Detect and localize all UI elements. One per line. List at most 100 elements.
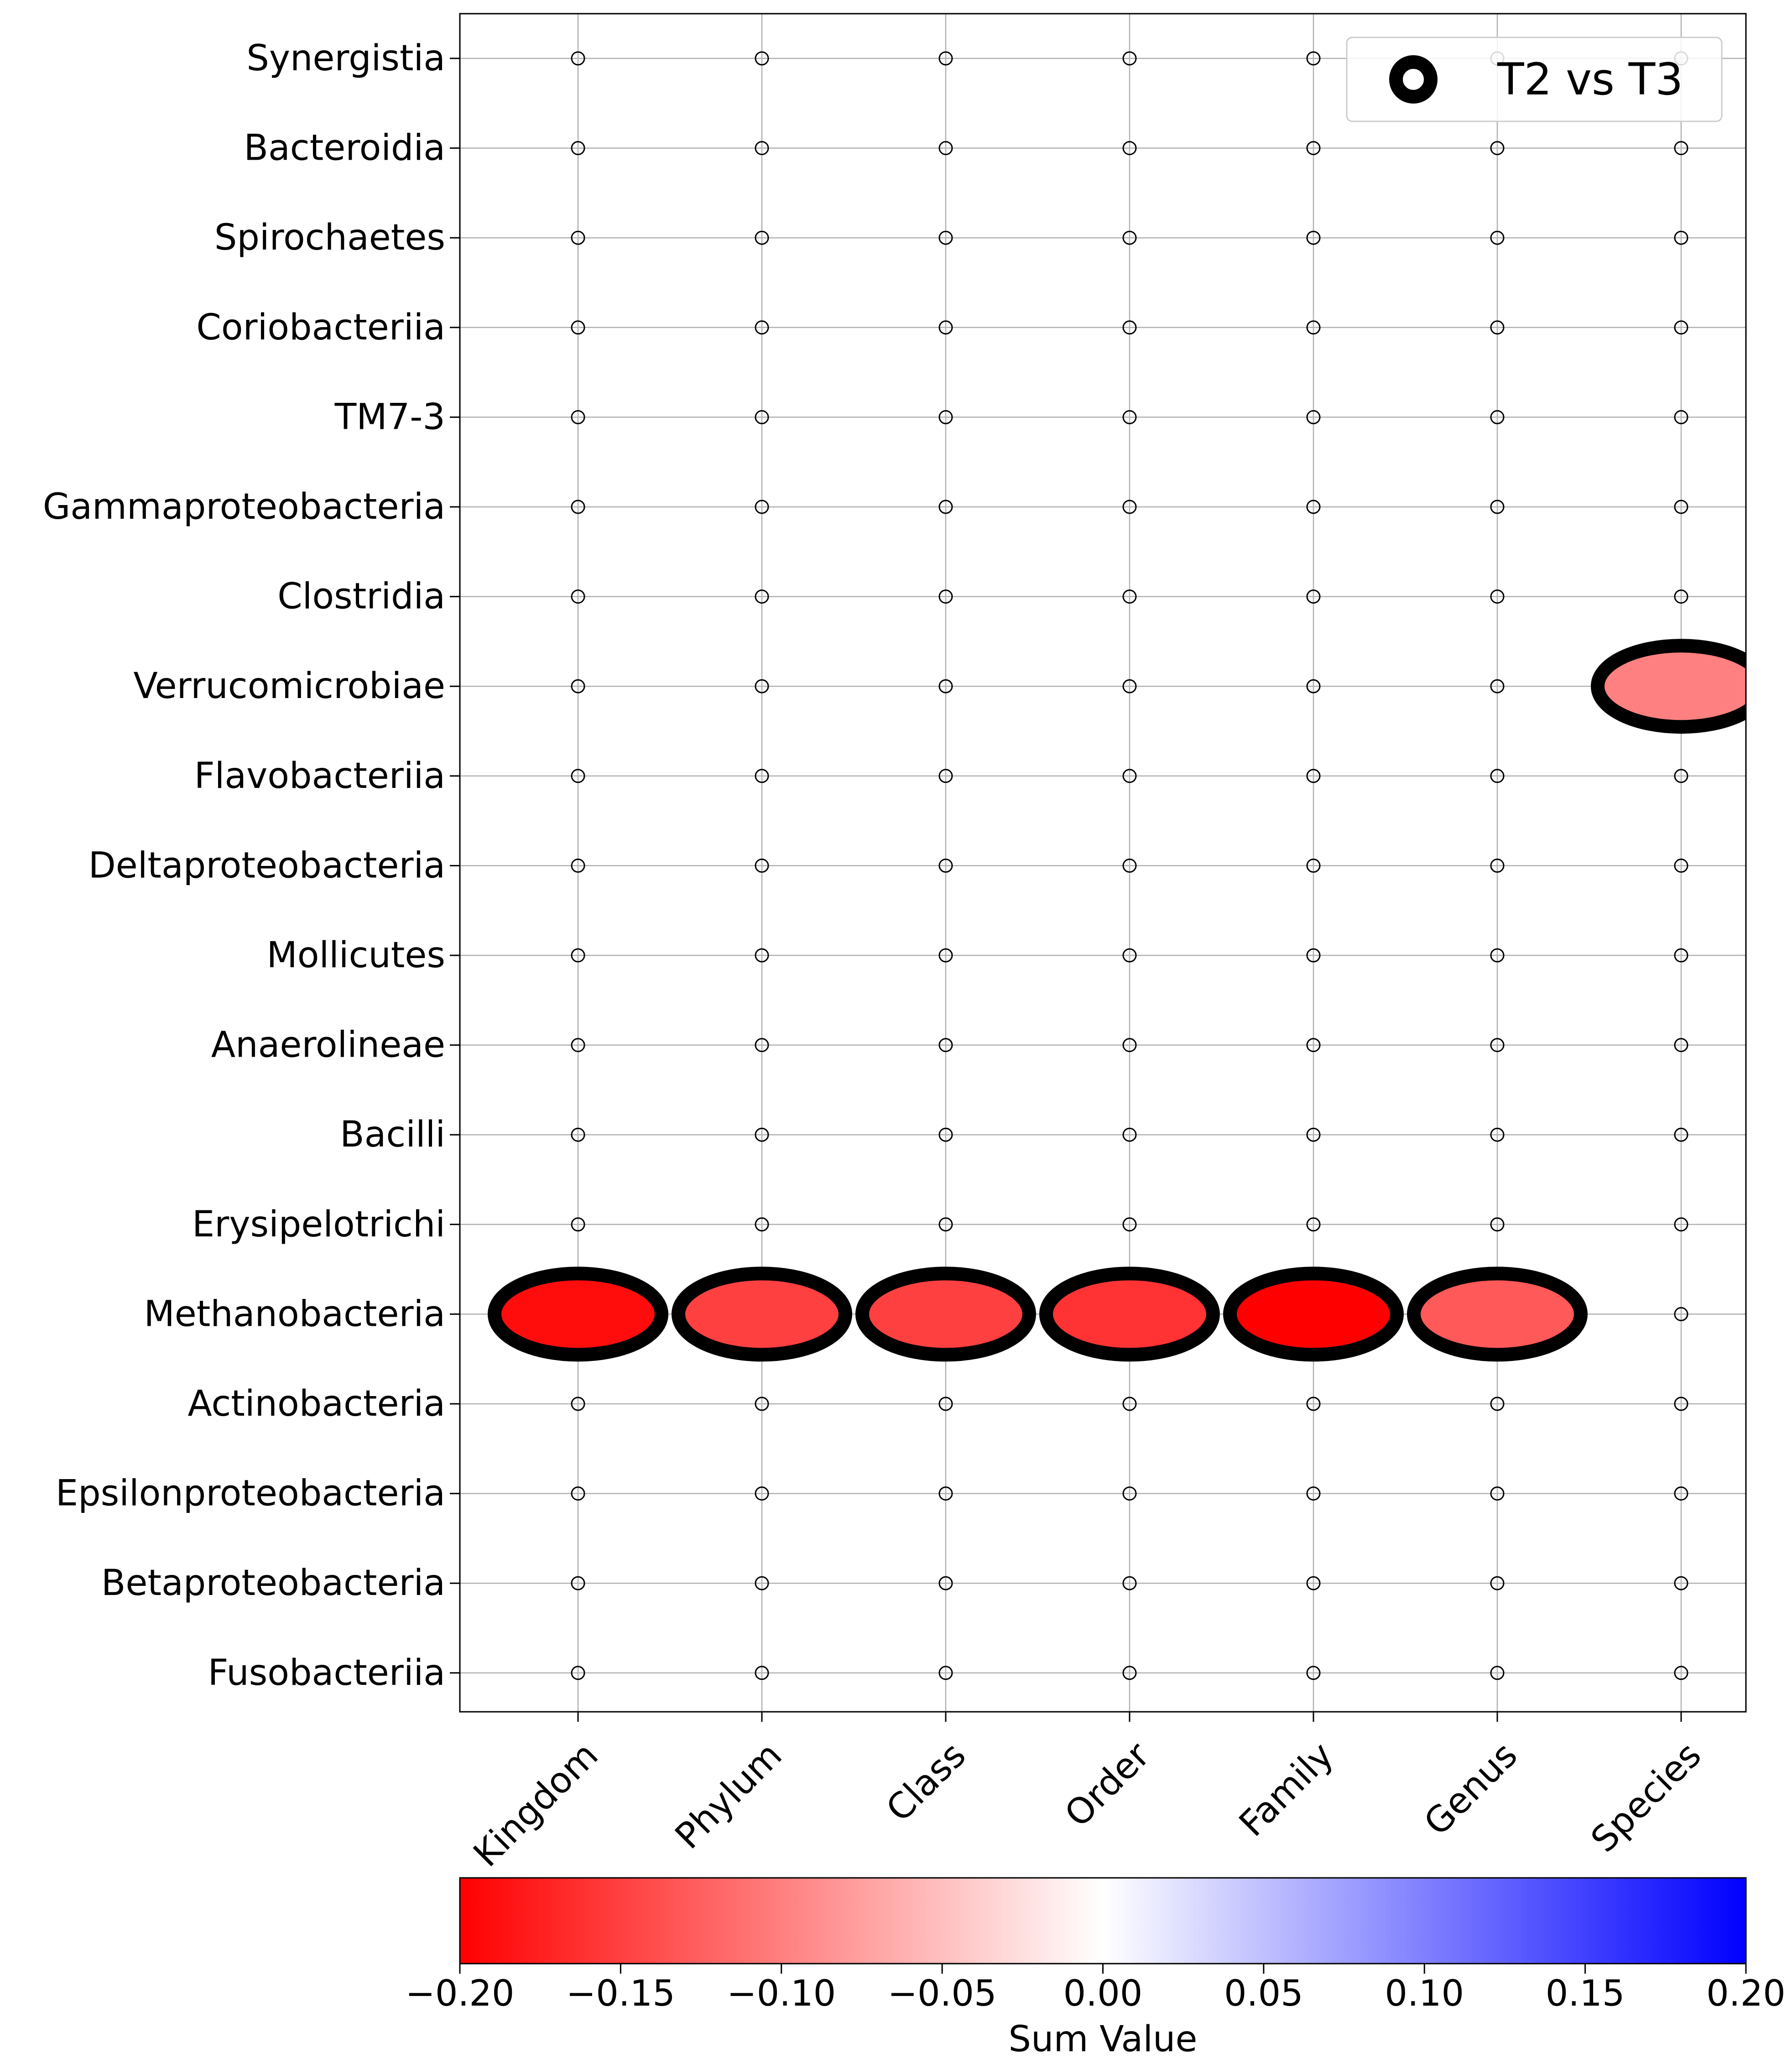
- data-point-zero: [1490, 589, 1505, 604]
- data-point-zero: [1306, 589, 1321, 604]
- x-tick-label: Phylum: [667, 1735, 790, 1857]
- colorbar-tick-label: −0.10: [727, 1973, 836, 2014]
- data-point-zero: [755, 769, 769, 783]
- y-tick-label: Epsilonproteobacteria: [56, 1473, 445, 1514]
- data-point-zero: [1674, 769, 1688, 783]
- data-point-zero: [1306, 1217, 1321, 1232]
- data-point-zero: [1674, 1127, 1688, 1142]
- data-point-zero: [1674, 141, 1688, 156]
- data-point-zero: [1674, 500, 1688, 514]
- colorbar-tick-label: −0.15: [566, 1973, 675, 2014]
- data-point-zero: [938, 948, 953, 963]
- data-point-zero: [571, 1576, 585, 1590]
- data-point-zero: [938, 141, 953, 156]
- legend-marker: [1389, 55, 1438, 104]
- data-point-zero: [1122, 1038, 1137, 1053]
- data-point-zero: [755, 1666, 769, 1680]
- data-point-zero: [1490, 410, 1505, 424]
- x-tick-label: Family: [1231, 1735, 1341, 1845]
- data-point-zero: [1122, 1486, 1137, 1501]
- x-tick-label: Class: [879, 1735, 974, 1830]
- data-point-zero: [1122, 1217, 1137, 1232]
- data-point-zero: [1306, 769, 1321, 783]
- data-point-zero: [1674, 1217, 1688, 1232]
- data-point-zero: [1122, 1397, 1137, 1411]
- data-point-zero: [1674, 948, 1688, 963]
- data-point-zero: [1490, 1666, 1505, 1680]
- data-point-zero: [571, 589, 585, 604]
- colorbar: −0.20 −0.15 −0.10 −0.05 0.00 0.05 0.10 0.15 0.20…: [405, 1877, 1786, 2060]
- data-point-zero: [1306, 1486, 1321, 1501]
- data-point-zero: [755, 230, 769, 245]
- y-tick-label: Verrucomicrobiae: [133, 666, 445, 707]
- data-point-zero: [1306, 141, 1321, 156]
- data-point-zero: [755, 948, 769, 963]
- data-point-zero: [1122, 589, 1137, 604]
- y-tick-label: Coriobacteriia: [196, 307, 445, 348]
- data-point-zero: [1490, 1217, 1505, 1232]
- data-point-zero: [1306, 1666, 1321, 1680]
- data-point-zero: [571, 1038, 585, 1053]
- data-point-zero: [571, 230, 585, 245]
- plot-frame: [459, 13, 1747, 1713]
- data-point-zero: [755, 1397, 769, 1411]
- data-point-zero: [571, 141, 585, 156]
- y-tick-label: Betaproteobacteria: [101, 1563, 445, 1604]
- y-tick-label: Anaerolineae: [211, 1025, 445, 1066]
- data-point-zero: [938, 1038, 953, 1053]
- colorbar-tick-label: 0.10: [1385, 1973, 1464, 2014]
- data-point-zero: [1306, 51, 1321, 66]
- data-bubble: [1223, 1267, 1404, 1362]
- data-markers: [488, 51, 1746, 1680]
- data-point-zero: [1674, 230, 1688, 245]
- data-point-zero: [571, 1666, 585, 1680]
- data-bubble: [1591, 639, 1746, 734]
- y-tick-label: Actinobacteria: [188, 1383, 445, 1424]
- data-point-zero: [755, 500, 769, 514]
- data-point-zero: [571, 320, 585, 335]
- data-point-zero: [938, 589, 953, 604]
- data-point-zero: [1122, 769, 1137, 783]
- data-point-zero: [1122, 948, 1137, 963]
- data-point-zero: [1122, 679, 1137, 693]
- data-point-zero: [1306, 1576, 1321, 1590]
- data-point-zero: [571, 769, 585, 783]
- data-point-zero: [1122, 1576, 1137, 1590]
- data-point-zero: [1122, 51, 1137, 66]
- data-point-zero: [938, 769, 953, 783]
- data-point-zero: [755, 589, 769, 604]
- y-tick-label: Flavobacteriia: [194, 756, 445, 797]
- data-point-zero: [571, 1217, 585, 1232]
- data-point-zero: [571, 858, 585, 873]
- y-tick-label: Mollicutes: [266, 935, 445, 976]
- data-point-zero: [755, 141, 769, 156]
- data-point-zero: [571, 1486, 585, 1501]
- data-point-zero: [1306, 320, 1321, 335]
- colorbar-tick-label: 0.15: [1546, 1973, 1625, 2014]
- data-point-zero: [938, 1127, 953, 1142]
- x-tick-label: Order: [1057, 1734, 1158, 1835]
- colorbar-label: Sum Value: [1009, 2019, 1198, 2060]
- data-point-zero: [1490, 230, 1505, 245]
- data-point-zero: [1674, 410, 1688, 424]
- data-point-zero: [571, 1127, 585, 1142]
- data-point-zero: [1306, 1397, 1321, 1411]
- data-point-zero: [1674, 320, 1688, 335]
- data-point-zero: [571, 948, 585, 963]
- data-point-zero: [938, 51, 953, 66]
- colorbar-tick-label: 0.00: [1063, 1973, 1143, 2014]
- y-tick-label: Gammaproteobacteria: [43, 486, 445, 527]
- data-point-zero: [1122, 500, 1137, 514]
- data-point-zero: [755, 1038, 769, 1053]
- data-point-zero: [1674, 1666, 1688, 1680]
- data-point-zero: [571, 679, 585, 693]
- data-point-zero: [755, 410, 769, 424]
- data-point-zero: [755, 1486, 769, 1501]
- data-point-zero: [1490, 1127, 1505, 1142]
- data-point-zero: [1674, 1486, 1688, 1501]
- data-point-zero: [755, 320, 769, 335]
- data-point-zero: [1306, 1038, 1321, 1053]
- data-point-zero: [1122, 141, 1137, 156]
- data-point-zero: [1490, 500, 1505, 514]
